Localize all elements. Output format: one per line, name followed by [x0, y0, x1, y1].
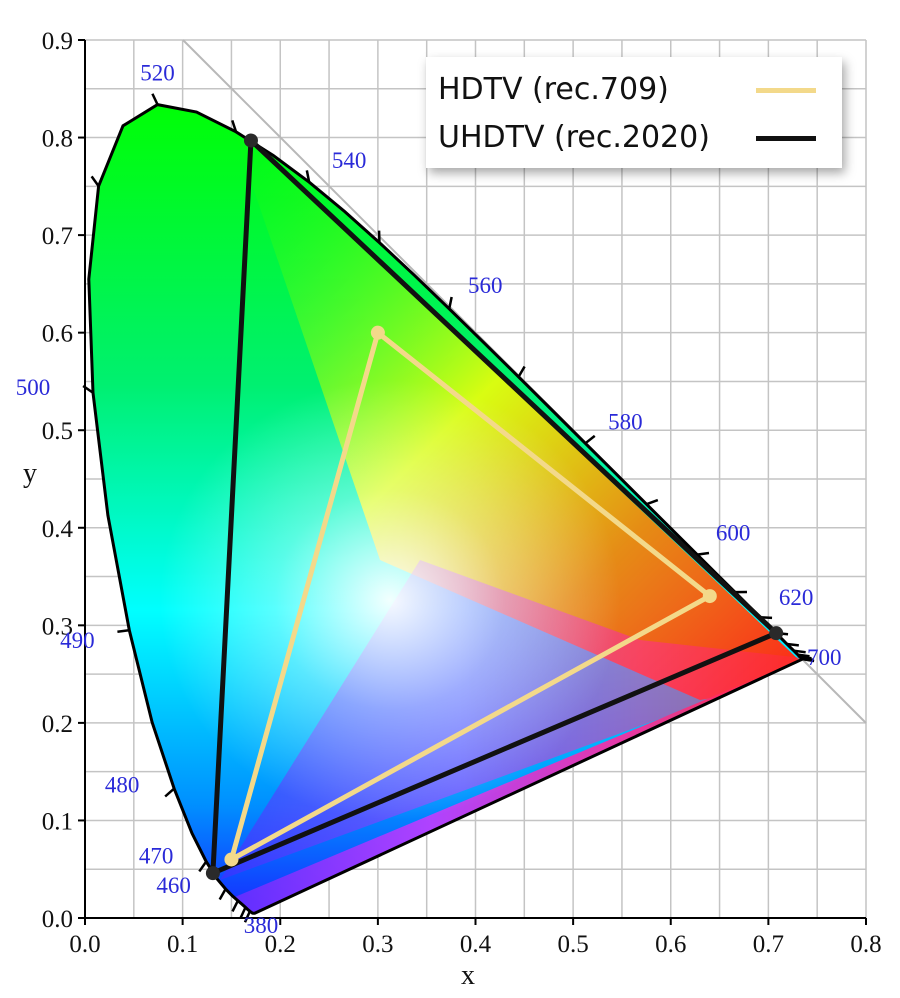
- legend-item-rec709: HDTV (rec.709): [438, 67, 669, 111]
- rec709-gamut-triangle: [228, 330, 713, 862]
- wavelength-label-620: 620: [779, 585, 814, 610]
- y-tick-label: 0.0: [42, 906, 73, 933]
- wavelength-label-560: 560: [468, 273, 503, 298]
- y-tick-label: 0.7: [42, 223, 73, 250]
- rec2020-primary-point: [243, 133, 258, 148]
- wavelength-label-500: 500: [16, 375, 51, 400]
- legend-label: UHDTV (rec.2020): [438, 119, 710, 155]
- wavelength-label-700: 700: [807, 645, 842, 670]
- wavelength-label-540: 540: [332, 148, 367, 173]
- rec2020-primary-point: [205, 866, 220, 881]
- legend-swatch-rec709: [756, 88, 816, 93]
- rec709-primary-point: [370, 325, 385, 340]
- x-tick-label: 0.6: [655, 931, 686, 958]
- rec2020-gamut-triangle: [210, 137, 779, 876]
- wavelength-label-580: 580: [608, 409, 643, 434]
- wavelength-label-480: 480: [105, 773, 140, 798]
- x-tick-label: 0.0: [69, 931, 100, 958]
- legend-label: HDTV (rec.709): [438, 71, 669, 107]
- wavelength-label-470: 470: [139, 844, 174, 869]
- x-tick-label: 0.8: [850, 931, 881, 958]
- y-tick-label: 0.8: [42, 126, 73, 153]
- wavelength-label-490: 490: [60, 628, 95, 653]
- x-tick-label: 0.5: [558, 931, 589, 958]
- legend-item-rec2020: UHDTV (rec.2020): [438, 115, 710, 159]
- y-tick-label: 0.9: [42, 28, 73, 55]
- wavelength-label-460: 460: [156, 873, 191, 898]
- rec2020-primary-point: [769, 626, 784, 641]
- x-tick-label: 0.3: [362, 931, 393, 958]
- y-tick-label: 0.6: [42, 321, 73, 348]
- y-tick-label: 0.5: [42, 418, 73, 445]
- y-tick-label: 0.3: [42, 613, 73, 640]
- rec709-primary-point: [224, 852, 239, 867]
- chromaticity-fill: [88, 104, 803, 914]
- wavelength-label-520: 520: [140, 61, 175, 86]
- wavelength-ticks: [82, 93, 815, 923]
- y-tick-label: 0.4: [42, 516, 74, 543]
- x-tick-label: 0.7: [753, 931, 784, 958]
- legend-swatch-rec2020: [756, 136, 816, 141]
- wavelength-label-380: 380: [244, 913, 279, 938]
- x-tick-label: 0.1: [167, 931, 198, 958]
- y-tick-label: 0.1: [42, 808, 73, 835]
- y-tick-label: 0.2: [42, 711, 73, 738]
- legend: HDTV (rec.709) UHDTV (rec.2020): [426, 57, 842, 168]
- x-tick-label: 0.2: [265, 931, 296, 958]
- wavelength-label-600: 600: [716, 521, 751, 546]
- y-axis-title: y: [23, 458, 37, 489]
- rec709-primary-point: [702, 589, 717, 604]
- x-axis-title: x: [461, 960, 475, 991]
- x-tick-label: 0.4: [460, 931, 492, 958]
